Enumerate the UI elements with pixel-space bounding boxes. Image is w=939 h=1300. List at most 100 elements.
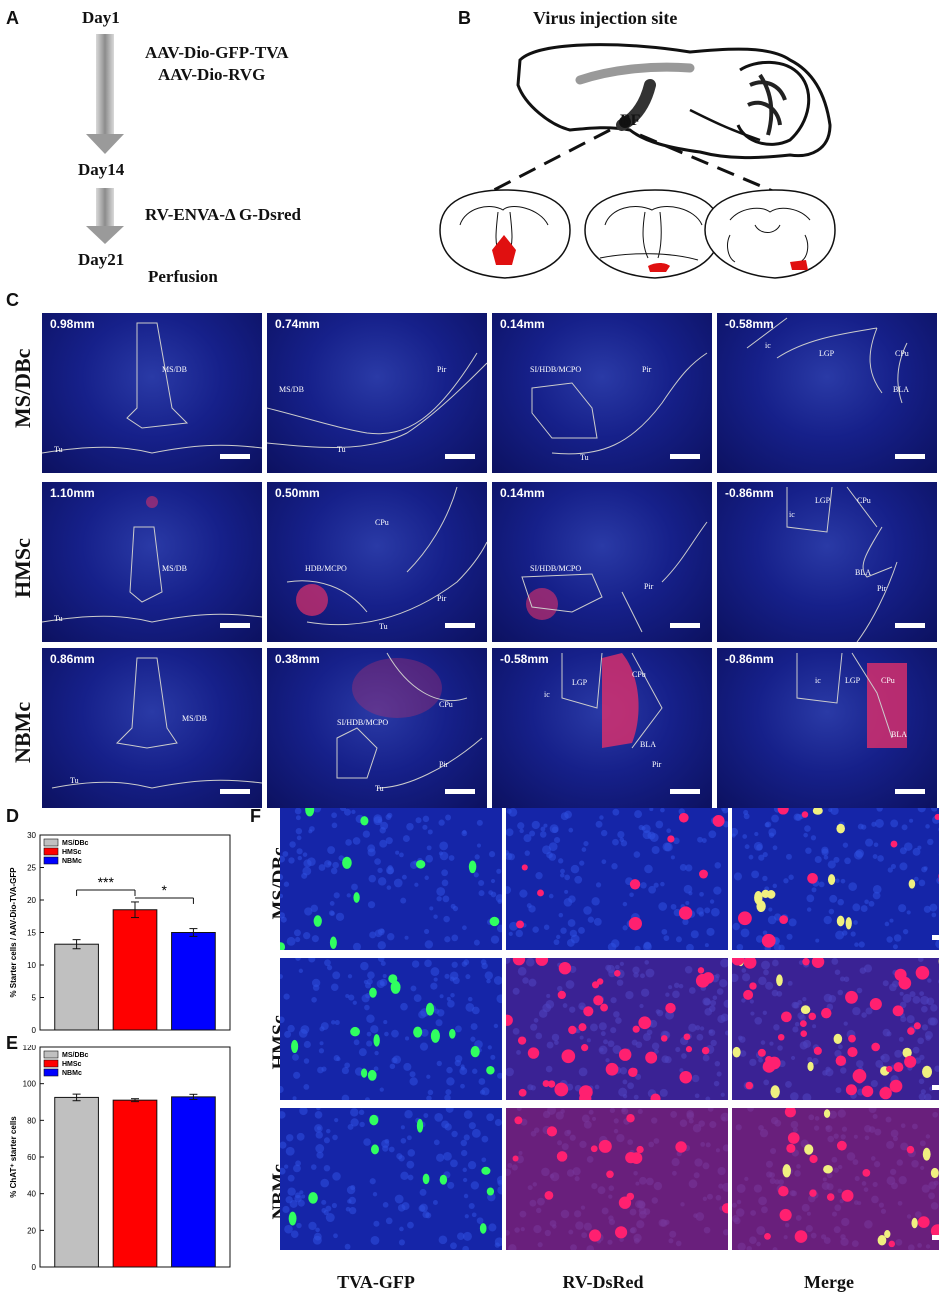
nucleus xyxy=(925,1244,931,1249)
nucleus xyxy=(545,1000,555,1009)
nucleus xyxy=(451,961,458,968)
green-cell xyxy=(416,1118,424,1133)
nucleus xyxy=(415,817,422,824)
nucleus xyxy=(890,1129,899,1138)
red-cell xyxy=(801,811,809,818)
nucleus xyxy=(635,1181,640,1186)
nucleus xyxy=(766,1171,773,1178)
nucleus xyxy=(852,903,861,912)
nucleus xyxy=(783,1235,788,1240)
nucleus xyxy=(906,1015,915,1024)
nucleus xyxy=(578,1067,588,1077)
nucleus xyxy=(842,842,849,848)
nucleus xyxy=(814,1116,820,1121)
nucleus xyxy=(460,1139,468,1147)
nucleus xyxy=(661,1055,670,1064)
nucleus xyxy=(846,1152,856,1161)
timeline-day14: Day14 xyxy=(78,160,125,179)
fluor-image xyxy=(506,808,728,950)
red-cell xyxy=(826,1193,835,1201)
scale-bar xyxy=(932,1085,939,1090)
nucleus xyxy=(349,1206,357,1215)
green-cell xyxy=(486,1187,495,1196)
red-cell xyxy=(761,933,776,948)
red-cell xyxy=(518,1088,527,1097)
nucleus xyxy=(834,1050,842,1058)
nucleus xyxy=(777,1045,783,1051)
nucleus xyxy=(679,1119,688,1127)
nucleus xyxy=(918,879,926,887)
red-cell xyxy=(915,966,930,980)
region-label: ic xyxy=(765,341,771,350)
nucleus xyxy=(396,1153,403,1160)
nucleus xyxy=(486,978,491,984)
nucleus xyxy=(295,827,303,835)
nucleus xyxy=(316,1151,324,1159)
nucleus xyxy=(581,1232,588,1239)
nucleus xyxy=(522,977,529,984)
nucleus xyxy=(344,1243,351,1250)
nucleus xyxy=(762,851,768,858)
nucleus xyxy=(578,927,585,934)
section-depth: 0.14mm xyxy=(500,486,545,500)
bar xyxy=(171,932,216,1031)
nucleus xyxy=(900,1142,909,1151)
nucleus xyxy=(591,897,600,906)
nucleus xyxy=(426,1095,432,1100)
nucleus xyxy=(384,1031,389,1037)
nucleus xyxy=(700,1141,706,1147)
nucleus xyxy=(663,935,670,941)
green-cell xyxy=(425,1002,435,1016)
nucleus xyxy=(424,928,430,935)
nucleus xyxy=(613,1118,619,1124)
nucleus xyxy=(350,1108,359,1117)
nucleus xyxy=(295,815,301,821)
red-cell xyxy=(930,1224,939,1238)
nucleus xyxy=(831,958,839,965)
nucleus xyxy=(331,1202,338,1209)
nucleus xyxy=(493,1023,499,1029)
red-cell xyxy=(527,1047,540,1059)
green-cell xyxy=(353,892,360,903)
nucleus xyxy=(405,1036,410,1041)
nucleus xyxy=(588,1109,594,1115)
red-cell xyxy=(712,814,725,827)
nucleus xyxy=(303,1058,310,1064)
nucleus xyxy=(715,1194,722,1201)
nucleus xyxy=(834,1204,842,1212)
red-cell xyxy=(626,1114,635,1123)
nucleus xyxy=(542,1110,551,1119)
nucleus xyxy=(772,845,778,851)
nucleus xyxy=(543,924,550,930)
nucleus xyxy=(793,813,801,821)
red-cell xyxy=(590,1145,598,1153)
nucleus xyxy=(554,1040,559,1045)
nucleus xyxy=(823,993,833,1003)
section-panel: -0.58mm ic LGP CPu BLA xyxy=(717,313,937,473)
red-cell xyxy=(517,1036,527,1045)
y-tick-label: 25 xyxy=(27,864,36,873)
nucleus xyxy=(517,822,525,830)
nucleus xyxy=(297,855,303,861)
nucleus xyxy=(880,1055,885,1060)
nucleus xyxy=(564,889,569,894)
nucleus xyxy=(673,837,680,845)
nucleus xyxy=(694,1158,703,1167)
nucleus xyxy=(919,1140,926,1147)
nucleus xyxy=(891,1182,898,1190)
red-cell xyxy=(660,1035,668,1042)
nucleus xyxy=(313,808,322,813)
nucleus xyxy=(606,964,615,974)
nucleus xyxy=(551,826,559,834)
nucleus xyxy=(316,1126,322,1131)
red-cell xyxy=(809,1189,817,1197)
nucleus xyxy=(528,905,536,913)
nucleus xyxy=(653,1181,663,1191)
nucleus xyxy=(722,1182,728,1192)
nucleus xyxy=(539,831,547,838)
red-cell xyxy=(732,958,745,966)
nucleus xyxy=(369,931,377,939)
nucleus xyxy=(311,978,321,988)
brain-diagram xyxy=(439,43,836,279)
nucleus xyxy=(892,944,898,950)
